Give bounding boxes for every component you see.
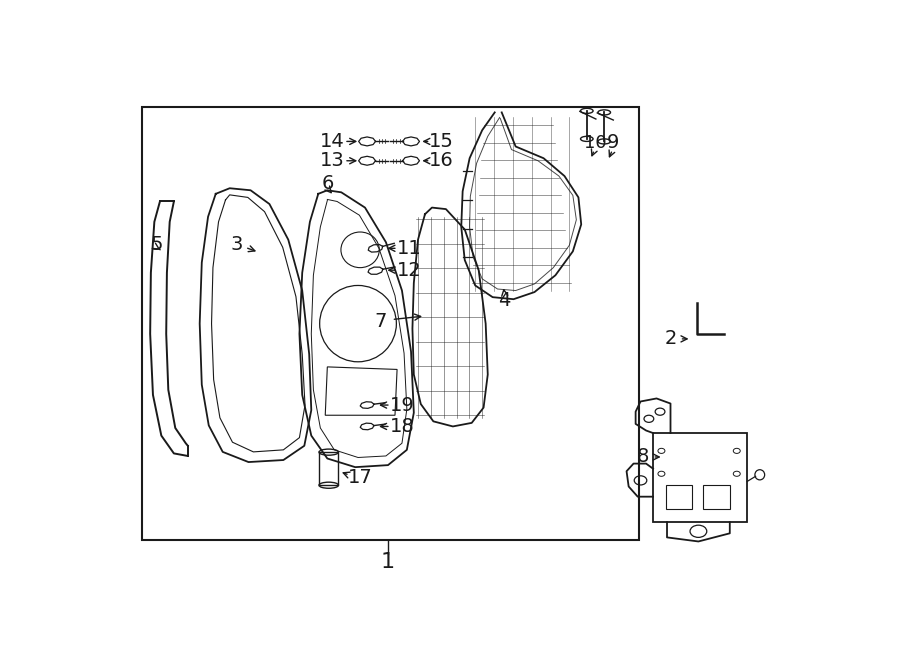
Text: 18: 18 xyxy=(390,417,414,436)
Text: 9: 9 xyxy=(608,134,619,153)
Bar xyxy=(666,485,692,510)
Text: 3: 3 xyxy=(230,235,243,254)
Text: 1: 1 xyxy=(381,552,395,572)
Text: 6: 6 xyxy=(321,174,334,193)
Text: 2: 2 xyxy=(664,329,677,348)
Bar xyxy=(319,452,338,485)
Text: 8: 8 xyxy=(636,447,649,467)
Text: 4: 4 xyxy=(499,292,510,310)
Text: 5: 5 xyxy=(150,235,163,254)
Text: 11: 11 xyxy=(397,239,421,258)
Text: 13: 13 xyxy=(320,151,345,171)
Text: 7: 7 xyxy=(375,311,387,330)
Bar xyxy=(703,485,730,510)
Text: 19: 19 xyxy=(390,395,414,414)
Bar xyxy=(653,433,747,522)
Text: 16: 16 xyxy=(429,151,454,171)
Text: 14: 14 xyxy=(320,132,345,151)
Text: 15: 15 xyxy=(429,132,454,151)
Text: 12: 12 xyxy=(397,260,421,280)
Text: 10: 10 xyxy=(584,134,607,152)
Text: 17: 17 xyxy=(347,468,373,487)
